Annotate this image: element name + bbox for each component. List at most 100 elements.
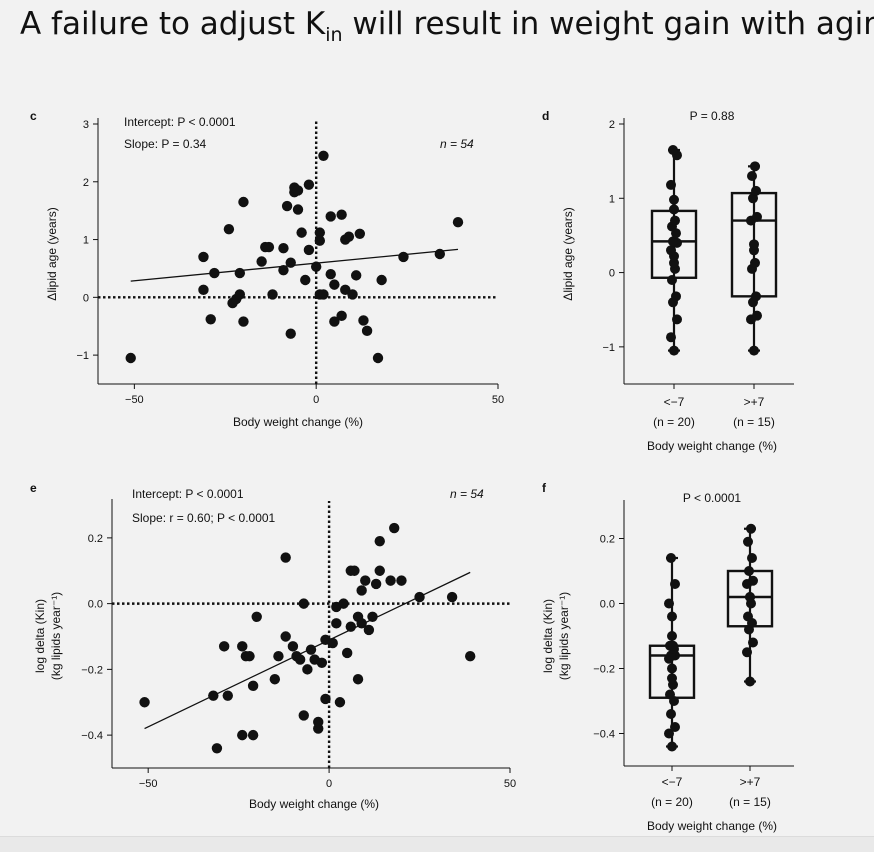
y-tick-label: 0 xyxy=(609,268,615,280)
panel-f-cat1-label: <−7 xyxy=(662,775,683,789)
panel-d-x-axis-label: Body weight change (%) xyxy=(647,439,777,453)
box-data-point xyxy=(666,332,676,343)
box-data-point xyxy=(670,215,680,226)
y-tick-label: 0.0 xyxy=(600,599,615,611)
data-point xyxy=(360,575,371,586)
data-point xyxy=(313,716,324,728)
panel-f-ticks: −0.4 −0.2 0.0 0.2 xyxy=(593,500,794,771)
panel-f-letter: f xyxy=(542,481,547,495)
data-point xyxy=(358,315,369,326)
data-point xyxy=(251,611,262,622)
x-tick-label: −50 xyxy=(125,394,144,406)
data-point xyxy=(320,693,331,705)
data-point xyxy=(285,257,296,268)
panel-e-plot xyxy=(112,501,510,768)
data-point xyxy=(267,289,278,300)
data-point xyxy=(292,185,304,196)
panel-e-y-axis-label-1: log delta (Kin) xyxy=(33,599,47,673)
data-point xyxy=(347,289,358,300)
panel-e: e Intercept: P < 0.0001 Slope: r = 0.60;… xyxy=(30,481,516,811)
panel-d-cat1-n: (n = 20) xyxy=(653,415,695,429)
box-data-point xyxy=(752,211,762,222)
box-data-point xyxy=(667,611,677,622)
box-data-point xyxy=(745,592,755,602)
panel-f: f P < 0.0001 log delta (Kin) (kg lipids … xyxy=(541,481,794,833)
box-data-point xyxy=(667,631,677,641)
box-data-point xyxy=(751,185,761,196)
panel-c-n-label: n = 54 xyxy=(440,137,474,151)
panel-f-y-axis-label-2: (kg lipids year⁻¹) xyxy=(557,592,571,680)
y-tick-label: −0.2 xyxy=(81,664,103,676)
data-point xyxy=(280,631,291,642)
panel-d-plot xyxy=(650,145,778,356)
data-point xyxy=(314,227,326,238)
data-point xyxy=(237,729,248,741)
data-point xyxy=(273,651,284,662)
data-point xyxy=(446,591,458,603)
data-point xyxy=(356,585,367,596)
box-data-point xyxy=(749,345,759,356)
y-tick-label: −0.2 xyxy=(593,664,615,676)
panel-d-y-axis-label: Δlipid age (years) xyxy=(561,207,575,300)
y-tick-label: −1 xyxy=(76,350,89,362)
data-point xyxy=(125,352,136,364)
data-point xyxy=(198,251,209,263)
panel-f-plot xyxy=(648,523,774,752)
box-data-point xyxy=(664,598,674,609)
box-data-point xyxy=(669,204,679,215)
data-point xyxy=(329,279,340,290)
data-point xyxy=(352,674,364,685)
data-point xyxy=(302,664,313,675)
data-point xyxy=(303,244,315,256)
data-point xyxy=(367,611,378,622)
data-point xyxy=(370,578,382,590)
data-point xyxy=(234,289,246,300)
panel-f-p-value: P < 0.0001 xyxy=(683,491,741,505)
panel-f-cat2-label: >+7 xyxy=(740,775,761,789)
box-data-point xyxy=(667,741,677,752)
x-tick-label: 0 xyxy=(313,394,319,406)
panel-c-annot-intercept: Intercept: P < 0.0001 xyxy=(124,115,236,129)
box-data-point xyxy=(668,236,678,247)
y-tick-label: 1 xyxy=(609,193,615,205)
y-tick-label: −1 xyxy=(602,342,615,354)
data-point xyxy=(341,647,353,659)
panel-e-letter: e xyxy=(30,481,37,495)
panel-e-annot-intercept: Intercept: P < 0.0001 xyxy=(132,487,244,501)
data-point xyxy=(205,314,216,325)
box-data-point xyxy=(668,640,678,651)
box-data-point xyxy=(666,245,676,256)
data-point xyxy=(300,274,311,286)
panel-d-letter: d xyxy=(542,109,549,123)
title-subscript: in xyxy=(325,24,343,47)
panel-d: d P = 0.88 Δlipid age (years) <−7 (n = 2… xyxy=(542,109,794,453)
data-point xyxy=(247,729,259,741)
data-point xyxy=(223,223,235,235)
data-point xyxy=(314,235,326,246)
data-point xyxy=(374,565,385,576)
y-tick-label: 0.0 xyxy=(88,599,103,611)
data-point xyxy=(338,598,349,609)
panel-e-ticks: −0.4 −0.2 0.0 0.2 −50 0 50 xyxy=(81,499,516,790)
panel-c-annot-slope: Slope: P = 0.34 xyxy=(124,137,207,151)
data-point xyxy=(305,644,317,655)
panel-c-letter: c xyxy=(30,109,37,123)
data-point xyxy=(247,680,259,692)
panel-d-cat1-label: <−7 xyxy=(664,395,685,409)
data-point xyxy=(292,204,304,215)
data-point xyxy=(287,641,299,652)
box-data-point xyxy=(744,566,754,576)
box-data-point xyxy=(747,553,757,563)
box-data-point xyxy=(669,345,679,356)
box-data-point xyxy=(748,575,758,586)
data-point xyxy=(298,710,309,721)
data-point xyxy=(345,621,356,632)
data-point xyxy=(296,227,307,238)
data-point xyxy=(372,352,384,364)
panel-e-x-axis-label: Body weight change (%) xyxy=(249,797,379,811)
box-data-point xyxy=(669,194,679,205)
data-point xyxy=(244,651,255,662)
box-data-point xyxy=(666,709,676,719)
slide-title: A failure to adjust Kin will result in w… xyxy=(20,6,874,46)
data-point xyxy=(222,690,233,701)
